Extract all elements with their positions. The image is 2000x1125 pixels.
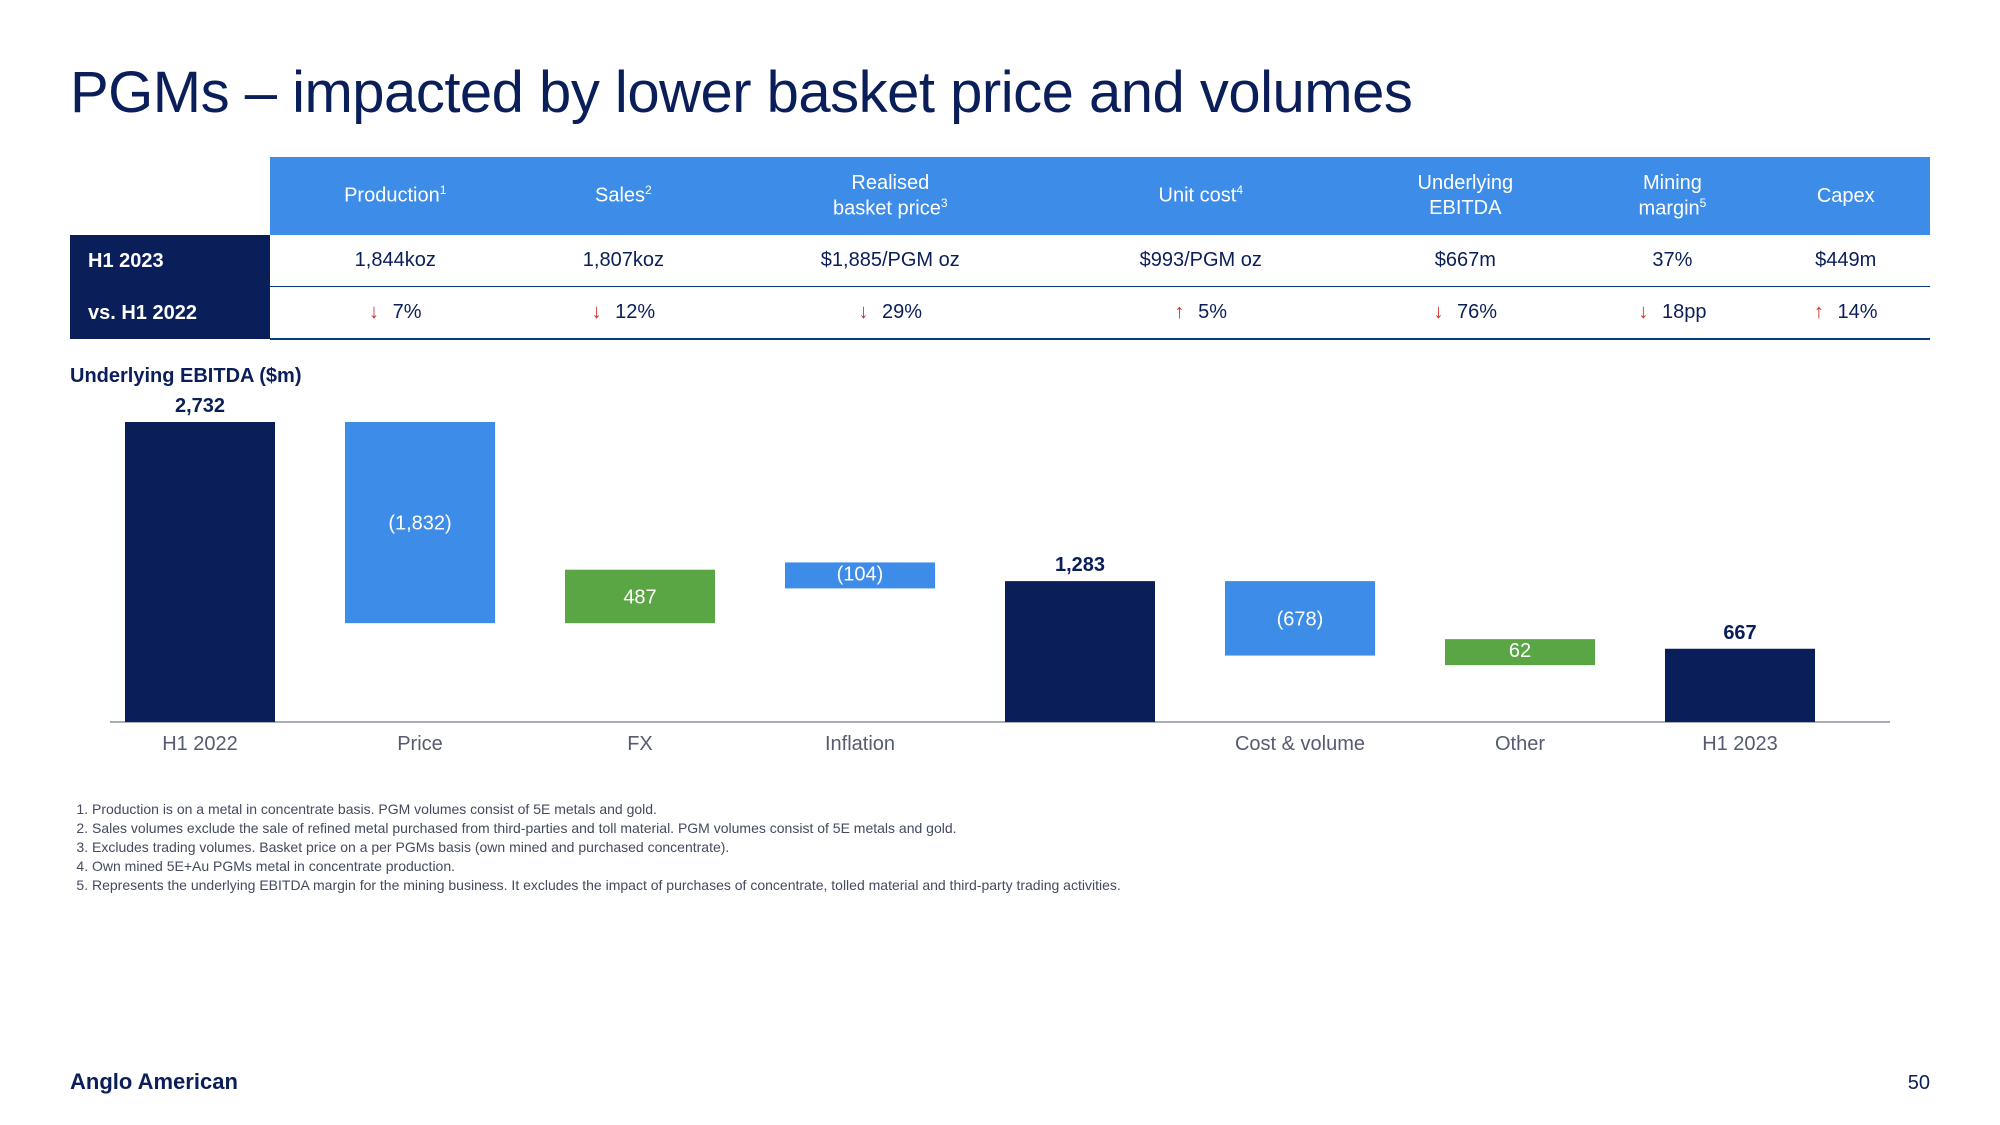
table-cell: 1,807koz xyxy=(521,235,727,287)
table-row-h1: H1 2023 1,844koz1,807koz$1,885/PGM oz$99… xyxy=(70,235,1930,287)
svg-text:667: 667 xyxy=(1723,622,1756,644)
svg-text:(104): (104) xyxy=(837,564,884,586)
table-header: Capex xyxy=(1761,157,1930,236)
table-cell-change: ↑ 5% xyxy=(1054,287,1347,340)
row-label: H1 2023 xyxy=(70,235,270,287)
table-cell-change: ↓ 18pp xyxy=(1583,287,1761,340)
table-cell-change: ↓ 7% xyxy=(270,287,521,340)
footnote-item: Own mined 5E+Au PGMs metal in concentrat… xyxy=(92,857,1930,876)
svg-text:62: 62 xyxy=(1509,641,1531,663)
svg-text:Inflation: Inflation xyxy=(825,733,895,755)
table-cell: 37% xyxy=(1583,235,1761,287)
metrics-table: Production1Sales2Realisedbasket price3Un… xyxy=(70,157,1930,341)
footnote-item: Sales volumes exclude the sale of refine… xyxy=(92,819,1930,838)
footnotes: Production is on a metal in concentrate … xyxy=(70,800,1930,894)
waterfall-chart: 2,732 (1,832) 487 (104) 1,283 (678) 62 667 H1 20… xyxy=(70,392,1930,792)
table-cell-change: ↓ 12% xyxy=(521,287,727,340)
table-cell: $1,885/PGM oz xyxy=(726,235,1054,287)
svg-text:H1 2022: H1 2022 xyxy=(162,733,238,755)
svg-text:487: 487 xyxy=(623,587,656,609)
table-cell: $993/PGM oz xyxy=(1054,235,1347,287)
svg-text:2,732: 2,732 xyxy=(175,395,225,417)
table-header: Production1 xyxy=(270,157,521,236)
chart-title: Underlying EBITDA ($m) xyxy=(70,365,1930,388)
svg-text:Price: Price xyxy=(397,733,443,755)
table-cell-change: ↓ 76% xyxy=(1347,287,1583,340)
footnote-item: Excludes trading volumes. Basket price o… xyxy=(92,838,1930,857)
svg-text:FX: FX xyxy=(627,733,653,755)
page-title: PGMs – impacted by lower basket price an… xyxy=(70,60,1930,127)
table-header: Sales2 xyxy=(521,157,727,236)
svg-text:Other: Other xyxy=(1495,733,1545,755)
footnote-item: Production is on a metal in concentrate … xyxy=(92,800,1930,819)
table-header-row: Production1Sales2Realisedbasket price3Un… xyxy=(70,157,1930,236)
svg-text:1,283: 1,283 xyxy=(1055,554,1105,576)
table-cell: $449m xyxy=(1761,235,1930,287)
page-number: 50 xyxy=(1908,1072,1930,1095)
table-cell-change: ↓ 29% xyxy=(726,287,1054,340)
svg-text:Cost & volume: Cost & volume xyxy=(1235,733,1365,755)
table-header: Realisedbasket price3 xyxy=(726,157,1054,236)
table-header: Unit cost4 xyxy=(1054,157,1347,236)
table-header: UnderlyingEBITDA xyxy=(1347,157,1583,236)
svg-text:H1 2023: H1 2023 xyxy=(1702,733,1778,755)
row-label: vs. H1 2022 xyxy=(70,287,270,340)
svg-text:(678): (678) xyxy=(1277,609,1324,631)
brand-logo: Anglo American xyxy=(70,1069,238,1095)
footnote-item: Represents the underlying EBITDA margin … xyxy=(92,876,1930,895)
table-cell: 1,844koz xyxy=(270,235,521,287)
table-cell: $667m xyxy=(1347,235,1583,287)
table-row-vs: vs. H1 2022 ↓ 7%↓ 12%↓ 29%↑ 5%↓ 76%↓ 18p… xyxy=(70,287,1930,340)
svg-text:(1,832): (1,832) xyxy=(388,513,451,535)
table-header: Miningmargin5 xyxy=(1583,157,1761,236)
table-cell-change: ↑ 14% xyxy=(1761,287,1930,340)
